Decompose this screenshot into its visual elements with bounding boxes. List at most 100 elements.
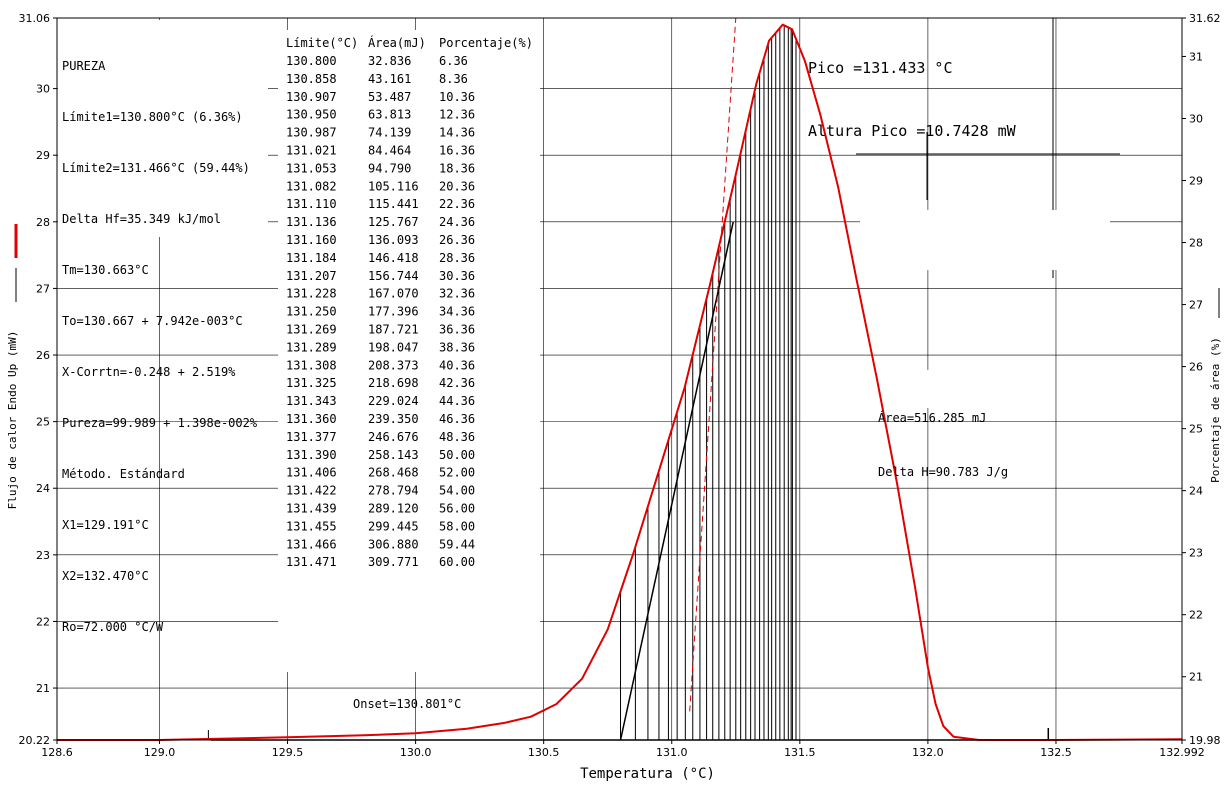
x-tick-label: 132.992 [1159,746,1205,759]
table-header: Porcentaje(%) [439,36,533,50]
area-value: Área=516.285 mJ [878,411,987,425]
table-cell: 40.36 [439,358,475,372]
table-cell: 58.00 [439,519,475,533]
y-left-tick-label: 22 [36,615,50,628]
purity-line: Límite2=131.466°C (59.44%) [62,161,250,175]
table-cell: 131.390 [286,448,337,462]
purity-line: X1=129.191°C [62,518,149,532]
table-cell: 105.116 [368,179,419,193]
y-right-tick-label: 31.62 [1189,12,1221,25]
y-right-tick-label: 21 [1189,671,1203,684]
table-cell: 43.161 [368,72,411,86]
x-tick-label: 130.5 [528,746,560,759]
x-tick-label: 131.5 [784,746,816,759]
y-left-tick-label: 30 [36,83,50,96]
table-cell: 131.184 [286,251,337,265]
y-left-tick-label: 31.06 [19,12,51,25]
y-left-axis-title: Flujo de calor Endo Up (mW) [6,331,19,510]
table-cell: 63.813 [368,108,411,122]
table-cell: 131.406 [286,466,337,480]
table-cell: 136.093 [368,233,419,247]
table-cell: 34.36 [439,305,475,319]
y-right-tick-label: 24 [1189,485,1203,498]
y-left-tick-label: 25 [36,416,50,429]
y-right-tick-label: 30 [1189,112,1203,125]
x-tick-label: 129.0 [144,746,176,759]
table-cell: 167.070 [368,287,419,301]
table-cell: 22.36 [439,197,475,211]
table-cell: 42.36 [439,376,475,390]
table-cell: 131.053 [286,161,337,175]
table-cell: 208.373 [368,358,419,372]
table-cell: 48.36 [439,430,475,444]
table-cell: 53.487 [368,90,411,104]
table-cell: 10.36 [439,90,475,104]
table-header: Área(mJ) [368,35,426,50]
y-right-tick-label: 22 [1189,609,1203,622]
purity-line: Tm=130.663°C [62,263,149,277]
table-cell: 131.207 [286,269,337,283]
table-cell: 218.698 [368,376,419,390]
table-cell: 258.143 [368,448,419,462]
table-cell: 32.836 [368,54,411,68]
table-cell: 94.790 [368,161,411,175]
peak-mask [860,210,1110,270]
purity-line: Pureza=99.989 + 1.398e-002% [62,416,258,430]
y-right-tick-label: 27 [1189,299,1203,312]
y-left-tick-label: 26 [36,349,50,362]
table-cell: 130.907 [286,90,337,104]
x-axis-title: Temperatura (°C) [580,766,715,782]
table-cell: 60.00 [439,555,475,569]
table-cell: 12.36 [439,108,475,122]
table-cell: 16.36 [439,144,475,158]
y-right-tick-label: 29 [1189,175,1203,188]
table-cell: 131.110 [286,197,337,211]
purity-line: PUREZA [62,59,106,73]
y-right-tick-label: 26 [1189,361,1203,374]
onset-tangent [619,221,734,741]
y-left-tick-label: 29 [36,149,50,162]
table-cell: 187.721 [368,323,419,337]
table-cell: 30.36 [439,269,475,283]
table-cell: 130.858 [286,72,337,86]
table-cell: 46.36 [439,412,475,426]
delta-h-value: Delta H=90.783 J/g [878,465,1009,479]
table-cell: 28.36 [439,251,475,265]
table-cell: 130.800 [286,54,337,68]
table-cell: 131.308 [286,358,337,372]
area-info: Área=516.285 mJ Delta H=90.783 J/g [878,373,1008,517]
peak-temperature: Pico =131.433 °C [808,59,953,77]
table-cell: 229.024 [368,394,419,408]
purity-line: X-Corrtn=-0.248 + 2.519% [62,365,236,379]
y-left-tick-label: 24 [36,482,50,495]
table-cell: 56.00 [439,502,475,516]
table-cell: 8.36 [439,72,468,86]
y-left-tick-label: 27 [36,282,50,295]
table-cell: 131.343 [286,394,337,408]
table-cell: 131.289 [286,340,337,354]
table-cell: 84.464 [368,144,411,158]
table-cell: 32.36 [439,287,475,301]
table-cell: 38.36 [439,340,475,354]
table-cell: 131.471 [286,555,337,569]
plot-frame [56,17,1183,741]
table-cell: 54.00 [439,484,475,498]
y-left-tick-label: 28 [36,216,50,229]
table-cell: 125.767 [368,215,419,229]
x-tick-label: 130.0 [400,746,432,759]
y-right-tick-label: 23 [1189,547,1203,560]
table-cell: 177.396 [368,305,419,319]
x-tick-label: 132.5 [1040,746,1072,759]
y-left-tick-label: 21 [36,682,50,695]
table-cell: 131.360 [286,412,337,426]
table-cell: 131.250 [286,305,337,319]
table-header: Límite(°C) [286,36,358,50]
purity-block: PUREZA Límite1=130.800°C (6.36%) Límite2… [62,24,257,670]
purity-line: X2=132.470°C [62,569,149,583]
table-cell: 239.350 [368,412,419,426]
table-cell: 14.36 [439,126,475,140]
table-cell: 131.439 [286,502,337,516]
table-cell: 131.422 [286,484,337,498]
table-cell: 309.771 [368,555,419,569]
